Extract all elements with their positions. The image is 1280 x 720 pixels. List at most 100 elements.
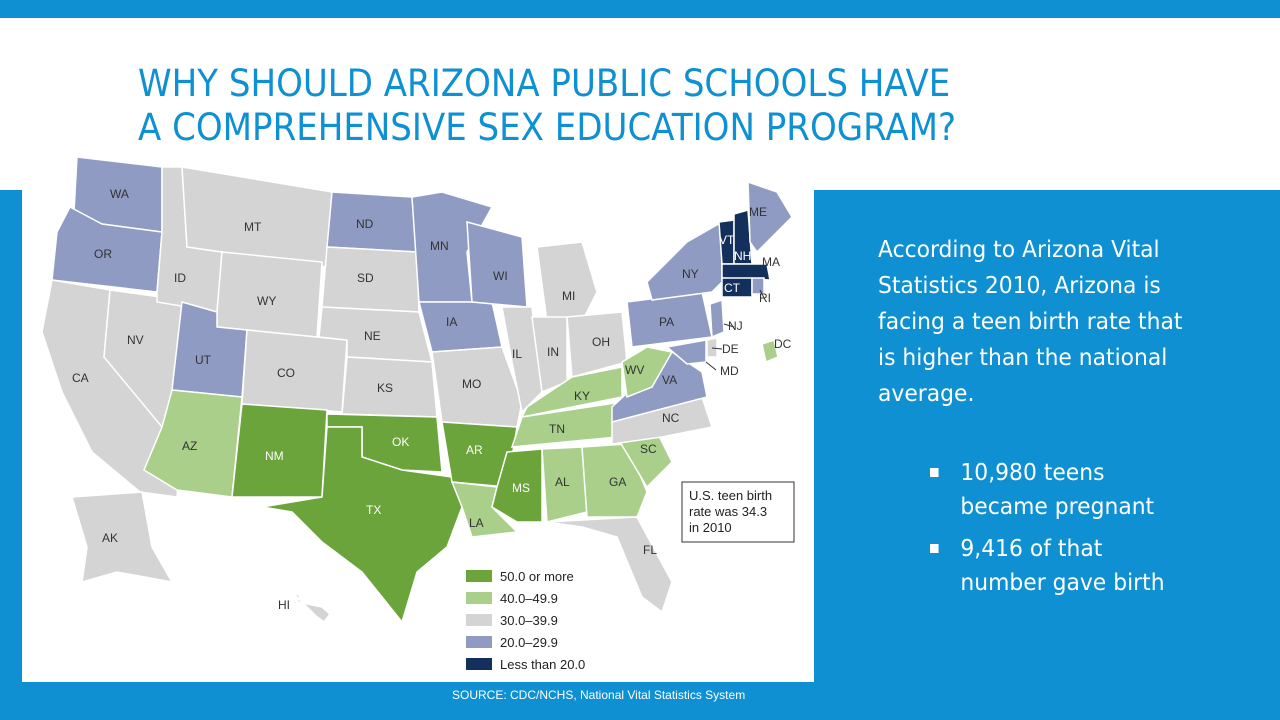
label-DE: DE xyxy=(722,342,739,356)
label-PA: PA xyxy=(659,315,674,329)
label-AL: AL xyxy=(555,475,570,489)
label-MT: MT xyxy=(244,220,262,234)
state-MI xyxy=(536,241,598,323)
state-MA xyxy=(721,263,771,281)
bullet-text: 10,980 teens became pregnant xyxy=(960,460,1155,520)
label-IL: IL xyxy=(512,347,522,361)
state-KY xyxy=(520,366,623,419)
label-GA: GA xyxy=(609,475,626,489)
legend-label: 40.0–49.9 xyxy=(500,591,558,606)
legend-swatch xyxy=(466,614,492,626)
label-DC: DC xyxy=(774,337,792,351)
state-TX xyxy=(261,426,463,624)
teen-birth-rate-map: WA OR CA NV ID MT WY UT AZ CO NM ND SD N… xyxy=(22,152,814,682)
legend-label: Less than 20.0 xyxy=(500,657,585,672)
us-map-svg: WA OR CA NV ID MT WY UT AZ CO NM ND SD N… xyxy=(41,156,795,672)
label-MO: MO xyxy=(462,377,481,391)
label-FL: FL xyxy=(643,543,657,557)
square-bullet-icon xyxy=(930,468,939,477)
label-MD: MD xyxy=(720,364,739,378)
label-KS: KS xyxy=(377,381,393,395)
label-VT: VT xyxy=(719,233,735,247)
label-NV: NV xyxy=(127,333,144,347)
legend-label: 30.0–39.9 xyxy=(500,613,558,628)
state-MO xyxy=(431,346,523,428)
state-HI xyxy=(287,591,332,624)
label-TN: TN xyxy=(549,422,565,436)
state-IA xyxy=(418,301,503,353)
square-bullet-icon xyxy=(930,544,939,553)
callout-line-1: U.S. teen birth xyxy=(689,488,772,503)
legend-label: 20.0–29.9 xyxy=(500,635,558,650)
label-IA: IA xyxy=(446,315,457,329)
label-TX: TX xyxy=(366,503,381,517)
legend-swatch xyxy=(466,570,492,582)
legend-swatch xyxy=(466,592,492,604)
state-DC xyxy=(761,339,779,364)
callout-line-3: in 2010 xyxy=(689,520,732,535)
label-NE: NE xyxy=(364,329,381,343)
state-CT xyxy=(721,277,753,298)
label-NC: NC xyxy=(662,411,680,425)
label-UT: UT xyxy=(195,353,212,367)
source-citation: SOURCE: CDC/NCHS, National Vital Statist… xyxy=(452,688,746,702)
label-AZ: AZ xyxy=(182,439,197,453)
legend-swatch xyxy=(466,658,492,670)
bullet-list: 10,980 teens became pregnant 9,416 of th… xyxy=(930,456,1177,608)
label-WI: WI xyxy=(493,269,508,283)
label-ID: ID xyxy=(174,271,186,285)
label-WV: WV xyxy=(625,363,644,377)
top-accent-bar xyxy=(0,0,1280,18)
label-MA: MA xyxy=(762,255,780,269)
label-SD: SD xyxy=(357,271,374,285)
label-HI: HI xyxy=(278,598,290,612)
slide-title-line-1: WHY SHOULD ARIZONA PUBLIC SCHOOLS HAVE xyxy=(138,62,951,105)
bullet-text: 9,416 of that number gave birth xyxy=(960,536,1165,596)
label-SC: SC xyxy=(640,442,657,456)
bullet-item: 9,416 of that number gave birth xyxy=(930,532,1177,600)
state-IL xyxy=(501,306,543,414)
slide-title: WHY SHOULD ARIZONA PUBLIC SCHOOLS HAVE A… xyxy=(138,62,1150,150)
callout-line-2: rate was 34.3 xyxy=(689,504,767,519)
state-RI xyxy=(751,277,765,295)
state-FL xyxy=(546,516,673,614)
label-CA: CA xyxy=(72,371,89,385)
label-OR: OR xyxy=(94,247,112,261)
state-AK xyxy=(71,491,174,584)
slide-title-line-2: A COMPREHENSIVE SEX EDUCATION PROGRAM? xyxy=(138,106,957,149)
label-ME: ME xyxy=(749,205,767,219)
state-NJ xyxy=(709,298,725,339)
label-CO: CO xyxy=(277,366,295,380)
label-WY: WY xyxy=(257,294,276,308)
label-VA: VA xyxy=(662,373,677,387)
label-IN: IN xyxy=(547,345,559,359)
label-RI: RI xyxy=(759,291,771,305)
state-DE xyxy=(706,337,718,358)
label-ND: ND xyxy=(356,217,374,231)
label-MS: MS xyxy=(512,481,530,495)
label-WA: WA xyxy=(110,187,129,201)
state-ME xyxy=(747,180,793,254)
label-OH: OH xyxy=(592,335,610,349)
label-CT: CT xyxy=(724,281,741,295)
national-rate-callout xyxy=(681,481,795,543)
label-MI: MI xyxy=(562,289,575,303)
label-NH: NH xyxy=(734,249,751,263)
legend-swatch xyxy=(466,636,492,648)
label-AR: AR xyxy=(466,443,483,457)
bullet-item: 10,980 teens became pregnant xyxy=(930,456,1177,524)
label-NY: NY xyxy=(682,267,699,281)
state-WI xyxy=(466,221,528,308)
state-NY xyxy=(646,220,723,301)
label-NM: NM xyxy=(265,449,284,463)
label-LA: LA xyxy=(469,516,484,530)
state-WV xyxy=(621,346,674,399)
label-OK: OK xyxy=(392,435,409,449)
state-GA xyxy=(581,443,648,518)
label-KY: KY xyxy=(574,389,590,403)
label-MN: MN xyxy=(430,239,449,253)
map-legend: 50.0 or more 40.0–49.9 30.0–39.9 20.0–29… xyxy=(466,569,585,672)
label-AK: AK xyxy=(102,531,118,545)
body-paragraph: According to Arizona Vital Statistics 20… xyxy=(878,237,1183,407)
label-NJ: NJ xyxy=(728,319,743,333)
